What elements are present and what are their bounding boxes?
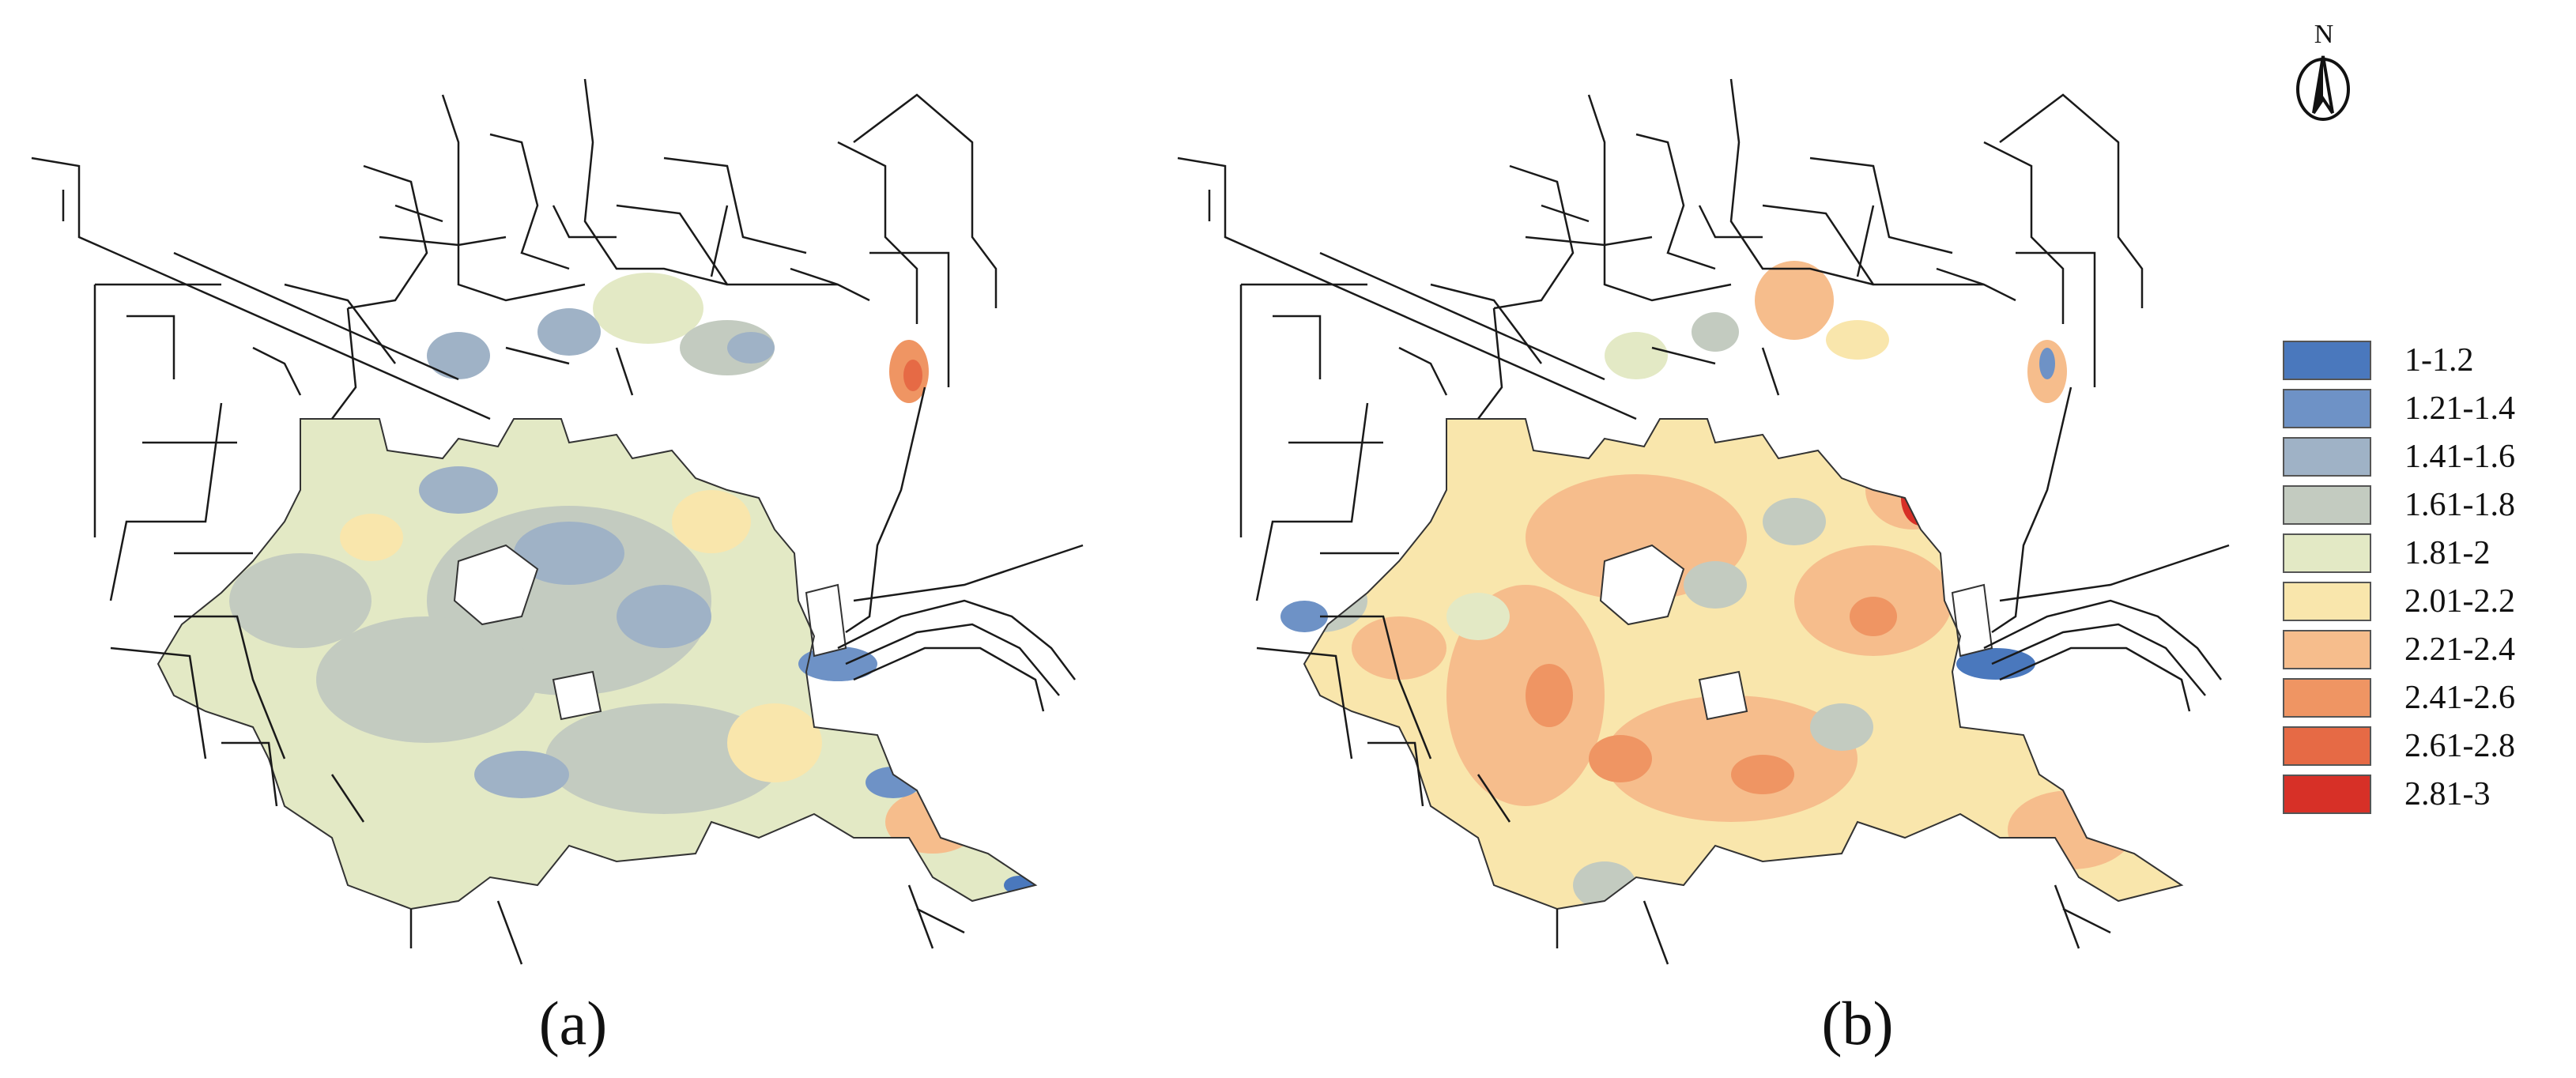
- legend-label: 1.21-1.4: [2404, 390, 2515, 427]
- legend-label: 1.81-2: [2404, 534, 2491, 571]
- boundary-a: [157, 418, 1038, 910]
- legend-item: 1.41-1.6: [2283, 432, 2567, 481]
- legend-item: 1-1.2: [2283, 336, 2567, 384]
- surface-b: [1304, 419, 2182, 909]
- legend-swatch: [2283, 340, 2371, 380]
- legend-label: 1-1.2: [2404, 341, 2474, 379]
- legend-label: 2.81-3: [2404, 775, 2491, 812]
- map-b-svg: [1177, 78, 2230, 965]
- north-arrow: N: [2280, 20, 2367, 122]
- north-blobs-a: [427, 273, 929, 681]
- legend-item: 2.81-3: [2283, 770, 2567, 818]
- legend-item: 2.01-2.2: [2283, 577, 2567, 625]
- legend-label: 1.61-1.8: [2404, 486, 2515, 523]
- legend-item: 2.41-2.6: [2283, 673, 2567, 722]
- legend-swatch: [2283, 581, 2371, 621]
- panel-label-a: (a): [538, 989, 608, 1057]
- legend-label: 2.41-2.6: [2404, 679, 2515, 716]
- legend-swatch: [2283, 677, 2371, 718]
- surface-a: [158, 419, 1035, 909]
- legend-label: 1.41-1.6: [2404, 438, 2515, 475]
- legend-swatch: [2283, 774, 2371, 814]
- network-lines-a: [31, 78, 1084, 965]
- legend-item: 1.81-2: [2283, 529, 2567, 577]
- legend-label: 2.21-2.4: [2404, 631, 2515, 668]
- legend-item: 1.61-1.8: [2283, 481, 2567, 529]
- legend-item: 2.21-2.4: [2283, 625, 2567, 673]
- map-panel-b: [1162, 47, 2284, 980]
- holes-a: [453, 544, 847, 721]
- legend-swatch: [2283, 726, 2371, 766]
- legend-item: 1.21-1.4: [2283, 384, 2567, 432]
- map-panel-a: [16, 47, 1138, 980]
- north-arrow-icon: [2296, 55, 2350, 121]
- map-a-svg: [31, 78, 1084, 965]
- legend-swatch: [2283, 388, 2371, 428]
- legend: 1-1.2 1.21-1.4 1.41-1.6 1.61-1.8 1.81-2 2.01-…: [2283, 336, 2567, 818]
- holes-b: [1599, 544, 1993, 721]
- legend-swatch: [2283, 484, 2371, 525]
- north-letter: N: [2314, 20, 2334, 49]
- legend-label: 2.61-2.8: [2404, 727, 2515, 764]
- legend-item: 2.61-2.8: [2283, 722, 2567, 770]
- legend-label: 2.01-2.2: [2404, 582, 2515, 620]
- legend-swatch: [2283, 436, 2371, 477]
- boundary-b: [1303, 418, 2184, 910]
- panel-label-b: (b): [1821, 989, 1894, 1057]
- legend-swatch: [2283, 629, 2371, 669]
- north-blobs-b: [1280, 261, 2067, 680]
- legend-swatch: [2283, 533, 2371, 573]
- network-lines-b: [1177, 78, 2230, 965]
